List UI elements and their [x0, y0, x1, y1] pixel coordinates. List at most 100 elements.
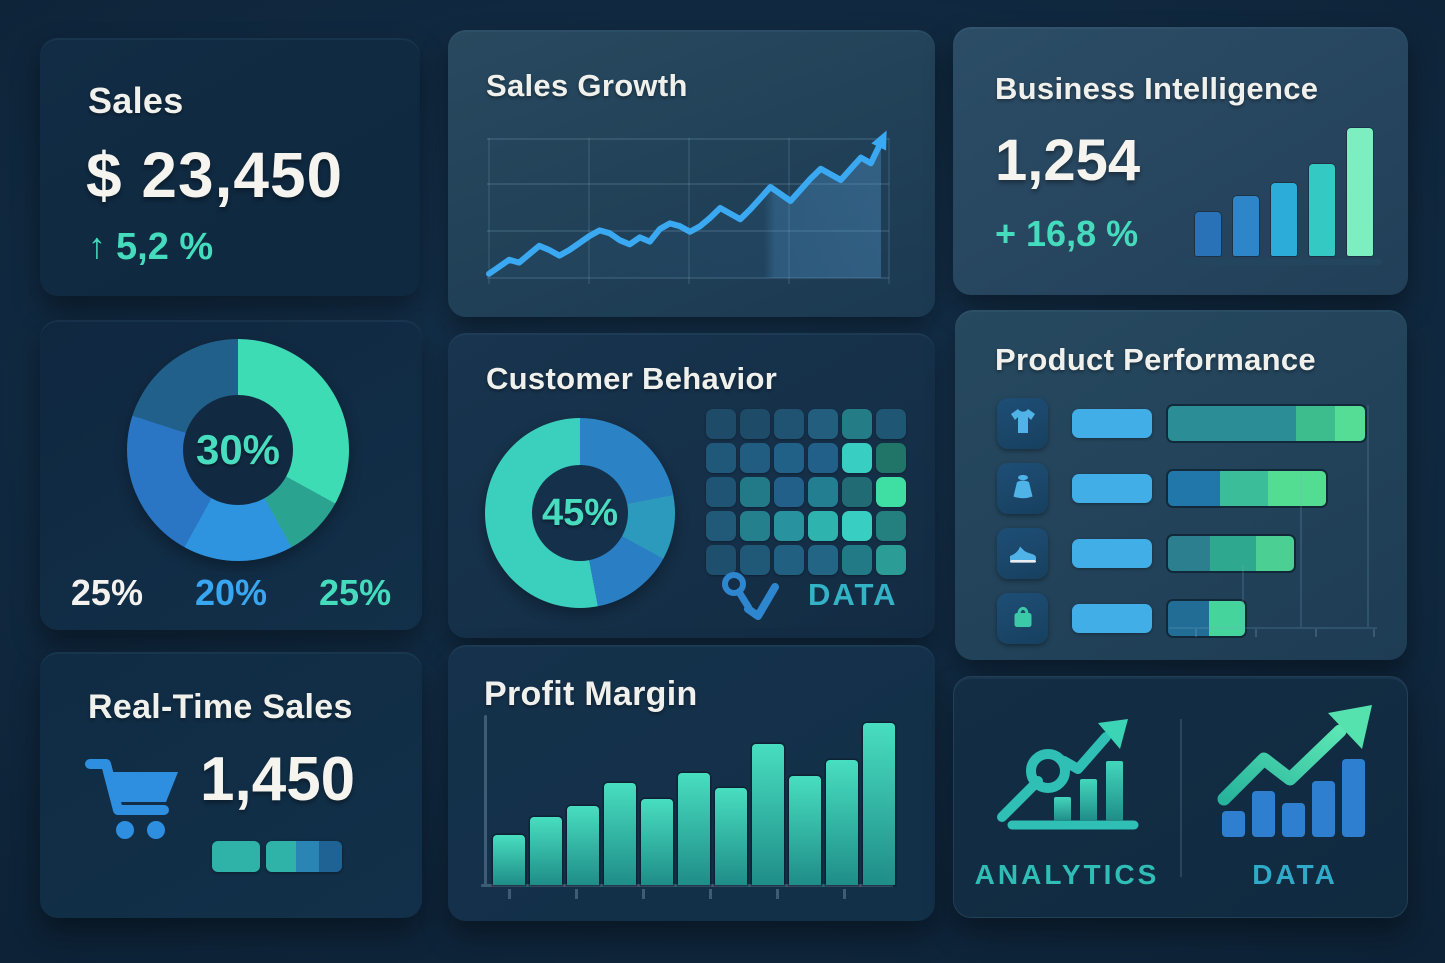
heatmap-cell	[774, 443, 804, 473]
heatmap-cell	[876, 477, 906, 507]
profit-axis-tick	[575, 889, 578, 899]
product-axis-tick	[1315, 629, 1317, 637]
profit-bar	[604, 782, 636, 885]
profit-y-axis	[484, 715, 487, 887]
realtime-pill	[266, 841, 342, 872]
heatmap-cell	[774, 409, 804, 439]
sales-card[interactable]: Sales $ 23,450 ↑ 5,2 %	[40, 38, 420, 296]
legend-value-1: 25%	[70, 572, 143, 613]
heatmap-cell	[876, 409, 906, 439]
product-bar-fill	[1168, 536, 1294, 571]
sales-delta: ↑ 5,2 %	[88, 224, 213, 269]
heatmap-cell	[842, 477, 872, 507]
heatmap-cell	[876, 545, 906, 575]
profit-margin-card[interactable]: Profit Margin	[448, 645, 935, 921]
product-bar-segment	[1208, 601, 1245, 636]
up-arrow-icon: ↑	[88, 224, 106, 266]
heatmap-cell	[842, 409, 872, 439]
sales-growth-card[interactable]: Sales Growth	[448, 30, 935, 317]
heatmap-cell	[842, 443, 872, 473]
magnifier-trend-icon	[720, 571, 782, 628]
product-bar-segment	[1220, 471, 1268, 506]
product-row-shoe	[997, 528, 1294, 579]
donut-center-label: 45%	[541, 491, 619, 534]
product-performance-card[interactable]: Product Performance	[955, 310, 1407, 660]
bi-bar	[1347, 128, 1373, 256]
product-tile	[997, 528, 1048, 579]
customer-behavior-title: Customer Behavior	[486, 361, 778, 396]
product-bar-segment	[1335, 406, 1365, 441]
product-axis-tick	[1255, 629, 1257, 637]
profit-bar	[678, 773, 710, 885]
shoe-icon	[1007, 535, 1039, 572]
business-intelligence-card[interactable]: Business Intelligence 1,254 + 16,8 %	[953, 27, 1408, 295]
product-bar	[1168, 406, 1365, 441]
sales-breakdown-card[interactable]: 30% 25% 20% 25%	[40, 320, 422, 630]
heatmap-cell	[740, 443, 770, 473]
realtime-progress-pills	[212, 841, 342, 872]
realtime-sales-title: Real-Time Sales	[88, 688, 353, 726]
bi-bar	[1233, 195, 1259, 256]
heatmap-cell	[774, 545, 804, 575]
sales-title: Sales	[88, 80, 184, 121]
sales-value: $ 23,450	[86, 139, 344, 211]
customer-behavior-donut-chart: 45%	[485, 418, 675, 608]
divider	[1180, 719, 1182, 877]
product-row-tshirt	[997, 398, 1365, 449]
analytics-magnifier-icon	[994, 713, 1144, 840]
product-gridline	[1367, 405, 1369, 627]
sales-growth-title: Sales Growth	[486, 68, 688, 103]
product-bar-fill	[1168, 601, 1245, 636]
product-bar	[1168, 471, 1326, 506]
profit-bar	[752, 744, 784, 885]
product-gridline	[1242, 565, 1244, 627]
analytics-label: ANALYTICS	[974, 859, 1160, 890]
product-row-bag	[997, 463, 1326, 514]
heatmap-cell	[774, 477, 804, 507]
donut-center-label: 30%	[195, 426, 281, 473]
heatmap-cell	[706, 545, 736, 575]
heatmap-cell	[808, 545, 838, 575]
shopping-cart-icon	[84, 754, 186, 851]
product-axis-tick	[1195, 629, 1197, 637]
heatmap-cell	[740, 477, 770, 507]
bi-delta: + 16,8 %	[995, 213, 1139, 254]
bi-bar	[1271, 183, 1297, 256]
sales-breakdown-donut-chart: 30%	[127, 339, 349, 561]
heatmap-cell	[808, 443, 838, 473]
handbag-icon	[1007, 600, 1039, 637]
product-label-pill	[1072, 409, 1152, 438]
behavior-caption: DATA	[808, 577, 898, 612]
product-axis-baseline	[1169, 627, 1377, 629]
heatmap-cell	[808, 477, 838, 507]
profit-axis-tick	[843, 889, 846, 899]
product-row-handbag	[997, 593, 1245, 644]
profit-bar	[826, 760, 858, 885]
legend-value-3: 25%	[319, 572, 392, 613]
realtime-sales-card[interactable]: Real-Time Sales 1,450	[40, 652, 422, 918]
product-bar	[1168, 536, 1294, 571]
product-bar-fill	[1168, 406, 1365, 441]
profit-axis-tick	[642, 889, 645, 899]
heatmap-cell	[706, 443, 736, 473]
bi-bar	[1309, 163, 1335, 256]
heatmap-cell	[842, 545, 872, 575]
product-bar-segment	[1168, 536, 1210, 571]
profit-bar	[493, 834, 525, 885]
product-label-pill	[1072, 539, 1152, 568]
profit-axis-tick	[508, 889, 511, 899]
heatmap-cell	[706, 477, 736, 507]
profit-bar-chart	[493, 723, 895, 885]
heatmap-cell	[706, 409, 736, 439]
donut-center: 30%	[183, 395, 293, 505]
bi-bar-chart	[1195, 128, 1373, 256]
legend-value-2: 20%	[194, 572, 268, 613]
data-trend-icon	[1216, 703, 1388, 848]
profit-margin-title: Profit Margin	[484, 675, 698, 713]
heatmap-cell	[842, 511, 872, 541]
customer-behavior-card[interactable]: Customer Behavior 45% DATA	[448, 333, 935, 638]
realtime-pill-segment	[266, 841, 297, 872]
product-bar-segment	[1267, 471, 1326, 506]
realtime-pill-segment	[296, 841, 320, 872]
insights-card[interactable]: ANALYTICS DATA	[953, 676, 1408, 918]
